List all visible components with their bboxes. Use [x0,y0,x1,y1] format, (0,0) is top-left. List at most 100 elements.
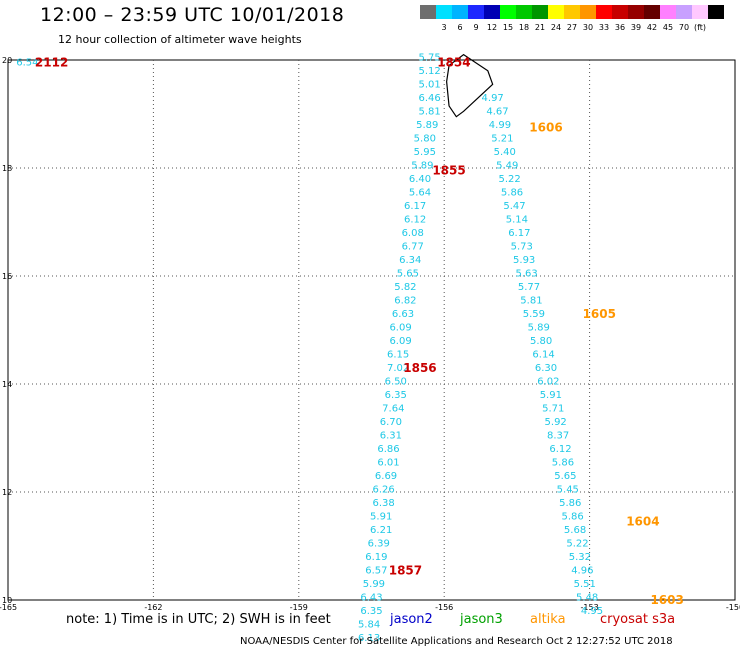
wave-height-value: 6.12 [404,214,426,225]
wave-height-value: 5.77 [518,282,540,293]
wave-height-value: 5.63 [515,268,537,279]
wave-height-value: 6.31 [380,430,402,441]
wave-height-value: 4.67 [486,106,508,117]
x-tick-label: -159 [290,603,308,612]
colorbar-swatch [612,5,628,19]
colorbar-label: 18 [518,23,530,32]
wave-height-value: 5.89 [411,160,433,171]
pass-time-label: 1604 [626,515,659,529]
wave-height-value: 5.73 [511,241,533,252]
wave-height-value: 5.95 [414,147,436,158]
wave-height-value: 5.93 [513,255,535,266]
pass-time-label: 1603 [650,593,683,607]
wave-height-value: 4.97 [482,93,504,104]
wave-height-value: 6.70 [380,417,402,428]
colorbar-swatch [548,5,564,19]
wave-height-value: 6.30 [535,363,557,374]
wave-height-value: 6.40 [409,174,431,185]
colorbar-swatch [420,5,436,19]
colorbar-swatch [436,5,452,19]
wave-height-value: 6.17 [508,228,530,239]
colorbar-swatch [452,5,468,19]
y-tick-label: 10 [2,596,12,605]
wave-height-value: 6.77 [402,241,424,252]
colorbar-swatch [500,5,516,19]
wave-height-value: 7.02 [387,363,409,374]
wave-height-value: 6.57 [365,565,387,576]
colorbar-swatch [484,5,500,19]
colorbar-swatch [468,5,484,19]
colorbar-swatch [644,5,660,19]
wave-height-value: 5.86 [562,511,584,522]
wave-height-value: 5.48 [576,592,598,603]
y-tick-label: 18 [2,164,12,173]
x-tick-label: -153 [581,603,599,612]
wave-height-value: 6.54 [16,58,38,69]
wave-height-value: 5.01 [419,79,441,90]
colorbar-swatch [516,5,532,19]
units-note: note: 1) Time is in UTC; 2) SWH is in fe… [66,612,331,627]
colorbar-label: 6 [457,23,463,32]
wave-height-value: 6.35 [360,606,382,617]
wave-height-value: 6.09 [389,322,411,333]
wave-height-value: 6.34 [399,255,421,266]
colorbar-label: 21 [534,23,546,32]
wave-height-value: 7.64 [382,403,404,414]
colorbar-label: 42 [646,23,658,32]
pass-time-label: 1606 [529,121,562,135]
wave-height-value: 5.82 [394,282,416,293]
colorbar-label: 30 [582,23,594,32]
colorbar-label: 24 [550,23,562,32]
wave-height-value: 5.89 [416,120,438,131]
colorbar-label: 9 [473,23,479,32]
wave-height-value: 6.09 [389,336,411,347]
wave-height-value: 5.22 [498,174,520,185]
pass-time-label: 1605 [583,307,616,321]
wave-height-value: 4.95 [581,606,603,617]
colorbar-label: 12 [486,23,498,32]
wave-height-value: 5.75 [419,52,441,63]
colorbar-swatch [532,5,548,19]
wave-height-value: 5.89 [528,322,550,333]
map-subtitle: 12 hour collection of altimeter wave hei… [58,33,302,46]
wave-height-value: 6.46 [419,93,441,104]
colorbar-label: 39 [630,23,642,32]
legend-jason2: jason2 [390,612,433,627]
wave-height-value: 6.13 [358,633,380,644]
map-frame [7,59,736,601]
colorbar-swatch [676,5,692,19]
wave-height-value: 5.86 [559,498,581,509]
wave-height-value: 6.14 [532,349,554,360]
pass-time-label: 1854 [437,56,470,70]
colorbar-label: (ft) [693,23,707,32]
x-tick-label: -150 [726,603,740,612]
wave-height-value: 6.26 [372,484,394,495]
wave-height-value: 6.08 [402,228,424,239]
wave-height-value: 5.86 [552,457,574,468]
wave-height-value: 5.80 [414,133,436,144]
wave-height-value: 6.69 [375,471,397,482]
wave-height-value: 6.17 [404,201,426,212]
wave-height-value: 5.14 [506,214,528,225]
wave-height-value: 6.01 [377,457,399,468]
x-tick-label: -165 [0,603,17,612]
wave-height-value: 5.81 [520,295,542,306]
wave-height-value: 6.63 [392,309,414,320]
wave-height-value: 6.86 [377,444,399,455]
wave-height-value: 6.50 [385,376,407,387]
y-tick-label: 16 [2,272,12,281]
colorbar-label: 33 [598,23,610,32]
wave-height-value: 5.49 [496,160,518,171]
pass-time-label: 2112 [35,56,68,70]
wave-height-value: 6.39 [368,538,390,549]
y-tick-label: 14 [2,380,12,389]
wave-height-value: 6.21 [370,525,392,536]
footer-credit: NOAA/NESDIS Center for Satellite Applica… [240,636,673,647]
colorbar-label: 70 [678,23,690,32]
pass-time-label: 1856 [403,361,436,375]
wave-height-value: 5.68 [564,525,586,536]
wave-height-value: 5.99 [363,579,385,590]
wave-height-value: 5.45 [557,484,579,495]
wave-height-value: 6.35 [385,390,407,401]
